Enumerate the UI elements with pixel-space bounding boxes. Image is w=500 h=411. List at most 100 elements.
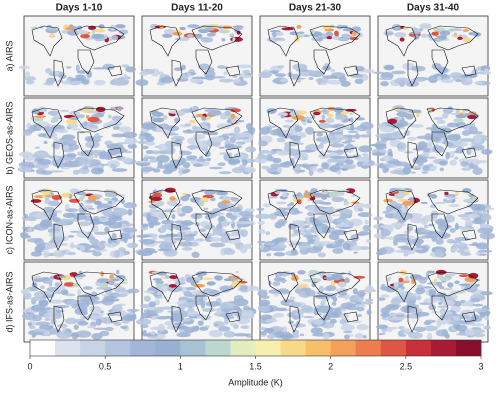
amplitude-patch: [316, 36, 324, 42]
coastline: [267, 189, 361, 251]
amplitude-patch: [268, 289, 278, 294]
amplitude-patch: [413, 326, 426, 333]
amplitude-patch: [158, 71, 164, 76]
amplitude-patch: [52, 226, 63, 230]
amplitude-patch: [198, 228, 207, 232]
amplitude-patch: [317, 305, 334, 314]
colorbar-segment: [180, 340, 206, 356]
amplitude-patch: [191, 251, 200, 258]
amplitude-patch: [211, 207, 221, 215]
amplitude-patch: [258, 299, 271, 307]
amplitude-patch: [152, 112, 164, 117]
amplitude-patch: [421, 152, 430, 158]
amplitude-patch: [343, 319, 350, 324]
amplitude-patch: [60, 167, 70, 170]
amplitude-patch: [76, 30, 89, 35]
amplitude-patch: [223, 71, 228, 76]
amplitude-patch: [341, 33, 351, 38]
amplitude-patch: [48, 279, 52, 283]
amplitude-patch: [54, 282, 61, 287]
amplitude-patch: [90, 141, 96, 146]
amplitude-patch: [379, 224, 395, 229]
amplitude-patch: [342, 242, 350, 251]
amplitude-patch: [152, 168, 161, 173]
amplitude-patch: [468, 126, 478, 134]
amplitude-patch: [419, 23, 432, 29]
amplitude-patch: [45, 290, 54, 295]
amplitude-patch: [102, 209, 114, 217]
amplitude-patch: [81, 79, 90, 85]
amplitude-patch: [478, 211, 491, 215]
amplitude-patch: [75, 114, 85, 119]
amplitude-patch: [274, 244, 287, 250]
coastline: [31, 25, 125, 87]
amplitude-patch: [255, 213, 272, 220]
amplitude-patch: [259, 149, 271, 154]
amplitude-patch: [355, 203, 366, 208]
amplitude-patch: [290, 272, 295, 277]
amplitude-patch: [277, 65, 285, 68]
amplitude-patch: [68, 209, 74, 212]
amplitude-patch: [111, 35, 119, 40]
amplitude-patch: [444, 142, 454, 147]
amplitude-patch: [331, 36, 340, 40]
amplitude-patch: [99, 216, 107, 219]
amplitude-patch: [77, 321, 89, 326]
amplitude-patch: [178, 168, 183, 176]
amplitude-patch: [234, 27, 243, 30]
amplitude-patch: [257, 240, 267, 244]
amplitude-patch: [65, 118, 78, 125]
amplitude-patch: [364, 219, 369, 225]
amplitude-patch: [394, 77, 410, 85]
colorbar-segment: [230, 340, 256, 356]
amplitude-patch: [113, 250, 120, 258]
amplitude-patch: [104, 242, 118, 248]
amplitude-patch: [53, 162, 69, 168]
coastline: [31, 189, 125, 251]
amplitude-patch: [127, 242, 139, 249]
coastline: [149, 189, 243, 251]
amplitude-patch: [410, 216, 425, 224]
amplitude-patch: [417, 276, 429, 280]
amplitude-patch: [357, 314, 362, 317]
amplitude-patch: [196, 158, 207, 162]
amplitude-patch: [342, 163, 356, 169]
amplitude-patch: [151, 115, 155, 120]
colorbar-segment: [280, 340, 306, 356]
amplitude-patch: [37, 158, 52, 165]
amplitude-patch: [111, 133, 126, 138]
amplitude-patch: [191, 325, 200, 332]
amplitude-patch: [113, 294, 128, 298]
amplitude-patch: [438, 301, 443, 305]
amplitude-patch: [124, 137, 138, 145]
amplitude-patch: [318, 153, 329, 159]
amplitude-patch: [197, 320, 204, 326]
colorbar-tick-label: 1: [178, 361, 183, 371]
amplitude-patch: [427, 332, 433, 341]
amplitude-patch: [393, 281, 399, 288]
amplitude-patch: [325, 117, 335, 124]
amplitude-patch: [186, 34, 194, 38]
amplitude-patch: [31, 304, 46, 312]
amplitude-patch: [191, 76, 207, 80]
amplitude-patch: [448, 204, 461, 208]
amplitude-patch: [437, 218, 443, 222]
amplitude-patch: [204, 74, 216, 81]
amplitude-patch: [103, 295, 118, 299]
amplitude-patch: [326, 113, 334, 118]
amplitude-patch: [292, 193, 303, 197]
amplitude-patch: [391, 108, 401, 111]
amplitude-patch: [289, 296, 296, 301]
coastline: [267, 271, 361, 333]
amplitude-patch: [89, 124, 99, 128]
amplitude-patch: [420, 201, 428, 205]
amplitude-patch: [224, 110, 231, 117]
amplitude-patch: [297, 270, 306, 275]
amplitude-patch: [51, 124, 64, 130]
amplitude-patch: [291, 323, 307, 328]
amplitude-patch: [219, 152, 233, 155]
amplitude-patch: [464, 284, 478, 293]
amplitude-patch: [481, 148, 493, 155]
amplitude-patch: [298, 283, 309, 288]
amplitude-patch: [357, 290, 366, 298]
